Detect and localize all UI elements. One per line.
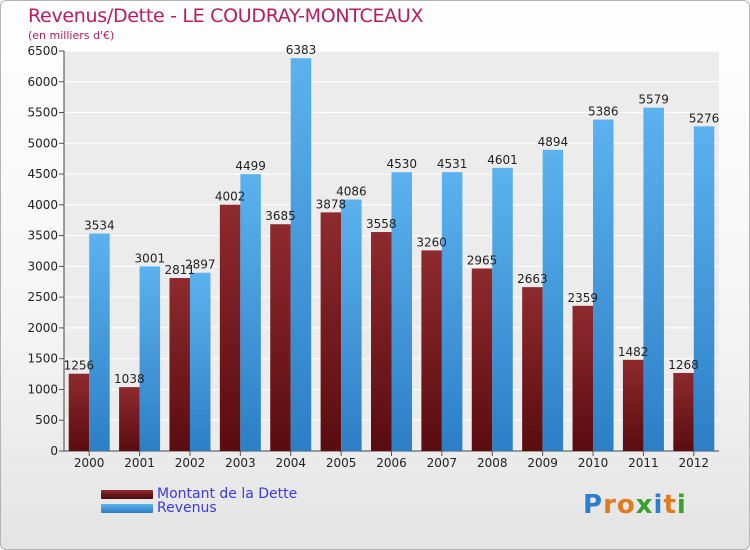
value-label-dette: 2965 — [467, 254, 498, 268]
bar-revenus — [391, 172, 412, 451]
y-tick-label: 4000 — [27, 198, 58, 212]
bar-revenus — [492, 167, 513, 451]
y-tick-label: 5500 — [27, 106, 58, 120]
y-tick-label: 6500 — [27, 44, 58, 58]
x-tick-label: 2009 — [527, 456, 558, 470]
value-label-dette: 3878 — [316, 197, 347, 211]
bar-dette — [320, 212, 342, 451]
bar-revenus — [341, 199, 362, 451]
y-tick-label: 2500 — [27, 290, 58, 304]
bar-revenus — [542, 149, 564, 452]
chart-title: Revenus/Dette - LE COUDRAY-MONTCEAUX — [28, 5, 424, 27]
x-tick-label: 2007 — [427, 456, 458, 470]
bar-dette — [270, 224, 291, 451]
x-tick-label: 2012 — [679, 456, 710, 470]
y-tick-label: 1000 — [27, 382, 58, 396]
bar-revenus — [441, 172, 463, 451]
value-label-dette: 2663 — [517, 272, 548, 286]
bar-revenus — [89, 233, 110, 451]
x-tick-label: 2001 — [124, 456, 155, 470]
bar-revenus — [593, 119, 614, 452]
proxiti-logo: Proxiti — [583, 490, 687, 520]
bar-revenus — [139, 266, 161, 451]
bar-dette — [371, 232, 392, 451]
bar-dette — [471, 268, 493, 451]
value-label-revenus: 5579 — [638, 93, 669, 107]
chart-subtitle: (en milliers d'€) — [28, 29, 115, 42]
logo-letter: i — [676, 490, 687, 520]
value-label-dette: 3558 — [366, 217, 397, 231]
value-label-revenus: 4531 — [437, 157, 468, 171]
value-label-dette: 3685 — [265, 209, 296, 223]
value-label-dette: 4002 — [215, 190, 246, 204]
bar-dette — [673, 372, 694, 451]
value-label-revenus: 5386 — [588, 105, 619, 119]
legend-label-dette: Montant de la Dette — [157, 486, 298, 502]
bar-revenus — [189, 272, 211, 451]
value-label-dette: 2811 — [164, 263, 195, 277]
x-tick-label: 2002 — [175, 456, 206, 470]
value-label-dette: 1038 — [114, 372, 145, 386]
x-tick-label: 2000 — [74, 456, 105, 470]
value-label-revenus: 4530 — [386, 157, 417, 171]
y-tick-label: 500 — [35, 413, 58, 427]
value-label-dette: 3260 — [416, 235, 447, 249]
bar-dette — [522, 287, 543, 451]
bar-revenus — [290, 58, 312, 451]
bar-revenus — [693, 126, 715, 452]
y-tick-label: 1500 — [27, 352, 58, 366]
bar-dette — [219, 204, 241, 451]
logo-letter: i — [653, 490, 664, 520]
x-tick-label: 2004 — [275, 456, 306, 470]
legend-swatch-dette — [101, 490, 153, 499]
value-label-revenus: 3534 — [84, 219, 115, 233]
x-tick-label: 2005 — [326, 456, 357, 470]
x-tick-label: 2011 — [628, 456, 659, 470]
logo-letter: o — [616, 490, 636, 520]
value-label-revenus: 4499 — [235, 159, 266, 173]
value-label-revenus: 4086 — [336, 185, 367, 199]
value-label-revenus: 3001 — [135, 251, 166, 265]
bar-dette — [119, 387, 140, 451]
x-tick-label: 2003 — [225, 456, 256, 470]
y-tick-label: 0 — [50, 444, 58, 458]
bar-dette — [169, 278, 190, 451]
y-tick-label: 3000 — [27, 259, 58, 273]
value-label-dette: 1268 — [668, 358, 699, 372]
legend-label-revenus: Revenus — [157, 500, 217, 516]
bar-revenus — [240, 174, 261, 451]
y-tick-label: 3500 — [27, 229, 58, 243]
value-label-revenus: 2897 — [185, 258, 216, 272]
bar-dette — [622, 359, 644, 451]
value-label-dette: 1482 — [618, 345, 649, 359]
bar-revenus — [643, 107, 664, 451]
y-tick-label: 2000 — [27, 321, 58, 335]
bar-dette — [572, 305, 594, 451]
value-label-dette: 2359 — [568, 291, 599, 305]
logo-letter: P — [583, 490, 604, 520]
x-tick-label: 2008 — [477, 456, 508, 470]
value-label-revenus: 5276 — [689, 111, 720, 125]
y-tick-label: 4500 — [27, 167, 58, 181]
logo-letter: r — [603, 490, 617, 520]
bar-dette — [68, 373, 90, 451]
bar-dette — [421, 250, 442, 451]
y-tick-label: 6000 — [27, 75, 58, 89]
logo-letter: x — [635, 490, 654, 520]
y-tick-label: 5000 — [27, 136, 58, 150]
x-tick-label: 2010 — [578, 456, 609, 470]
value-label-dette: 1256 — [64, 359, 95, 373]
value-label-revenus: 4601 — [487, 153, 518, 167]
value-label-revenus: 6383 — [286, 43, 317, 57]
legend-swatch-revenus — [101, 504, 153, 513]
value-label-revenus: 4894 — [538, 135, 569, 149]
x-tick-label: 2006 — [376, 456, 407, 470]
logo-letter: t — [663, 490, 677, 520]
